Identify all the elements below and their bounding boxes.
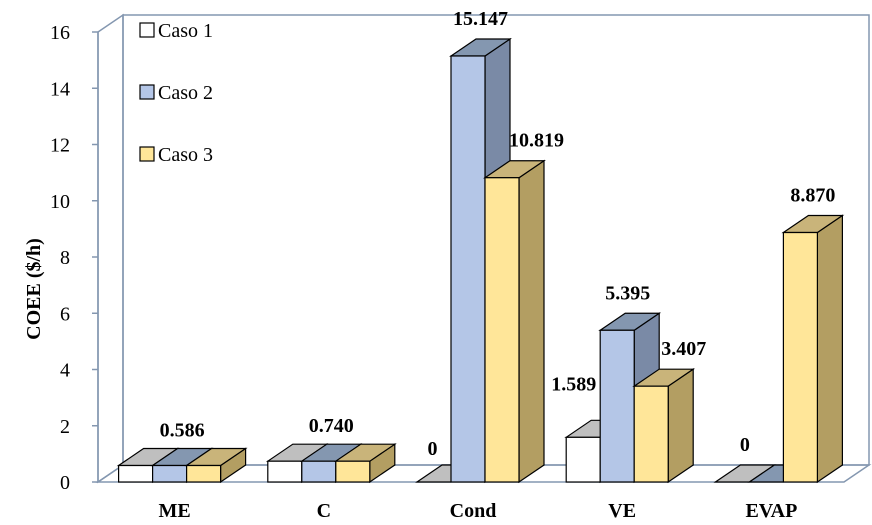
- bar-front: [633, 385, 669, 483]
- bar-side: [518, 159, 545, 484]
- data-label-ve-caso-3: 3.407: [661, 338, 706, 360]
- bar-front: [599, 329, 635, 483]
- y-tick-label: 4: [60, 360, 70, 382]
- bar-front: [335, 460, 371, 483]
- x-tick-label-ve: VE: [608, 500, 636, 522]
- y-axis: 0 2 4 6 8 10 12 14 16: [50, 22, 99, 494]
- y-tick-label: 16: [50, 22, 70, 44]
- bar-c-caso-3: [333, 443, 397, 484]
- data-labels: 0.586 0.740 0 15.147 10.819 1.589 5.395 3.407 0 8…: [160, 8, 836, 460]
- legend-label-caso-3: Caso 3: [158, 144, 213, 166]
- data-label-evap-caso-3: 8.870: [790, 185, 835, 207]
- legend-swatch-caso-2: [139, 84, 155, 100]
- bar-front: [782, 231, 819, 483]
- bar-side: [816, 214, 844, 484]
- bar-front: [186, 464, 222, 483]
- legend-label-caso-2: Caso 2: [158, 82, 213, 104]
- data-label-c-caso-2: 0.740: [309, 415, 354, 437]
- bar-front: [484, 177, 520, 483]
- y-tick-label: 10: [50, 191, 70, 213]
- data-label-ve-caso-2: 5.395: [605, 282, 650, 304]
- bar-side: [667, 368, 694, 484]
- bar-front: [565, 436, 601, 483]
- side-wall: [97, 13, 124, 484]
- data-label-ve-caso-1: 1.589: [551, 373, 596, 395]
- legend-label-caso-1: Caso 1: [158, 20, 213, 42]
- legend: Caso 1 Caso 2 Caso 3: [139, 20, 213, 166]
- x-tick-label-me: ME: [158, 500, 190, 522]
- y-tick-label: 8: [60, 247, 70, 269]
- x-tick-label-evap: EVAP: [745, 500, 797, 522]
- legend-swatch-caso-3: [139, 146, 155, 162]
- bar-front: [450, 55, 486, 483]
- bar-front: [301, 460, 337, 483]
- data-label-cond-caso-1: 0: [428, 438, 438, 460]
- bars: [116, 37, 845, 484]
- y-tick-label: 0: [60, 472, 70, 494]
- data-label-evap-caso-1: 0: [740, 434, 750, 456]
- data-label-me-caso-2: 0.586: [160, 420, 205, 442]
- y-tick-label: 2: [60, 416, 70, 438]
- bar-me-caso-3: [184, 447, 248, 484]
- bar-evap-caso-3: [781, 214, 845, 484]
- x-axis: ME C Cond VE EVAP: [158, 500, 797, 522]
- bar-cond-caso-3: [483, 159, 546, 484]
- y-tick-label: 14: [50, 78, 70, 100]
- data-label-cond-caso-3: 10.819: [509, 130, 564, 152]
- bar-front: [117, 464, 154, 483]
- bar-front: [267, 460, 303, 483]
- y-tick-label: 12: [50, 135, 70, 157]
- data-label-cond-caso-2: 15.147: [453, 8, 508, 30]
- legend-swatch-caso-1: [139, 22, 155, 38]
- y-axis-title: COEE ($/h): [23, 238, 45, 340]
- bar-ve-caso-3: [632, 368, 696, 484]
- bar-front: [152, 464, 188, 483]
- y-tick-label: 6: [60, 303, 70, 325]
- x-tick-label-c: C: [317, 500, 331, 522]
- x-tick-label-cond: Cond: [450, 500, 497, 522]
